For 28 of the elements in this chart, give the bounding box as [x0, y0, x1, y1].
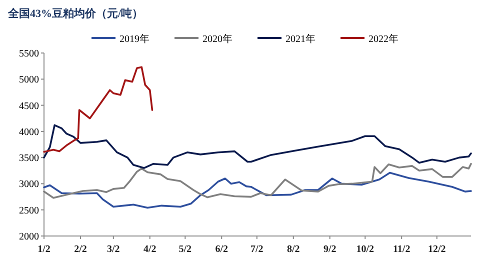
line-series: [43, 172, 472, 209]
legend-label: 2019年: [120, 33, 150, 45]
line-series: [43, 66, 154, 153]
y-tick-label: 5500: [19, 48, 39, 60]
x-tick-label: 1/2: [38, 244, 50, 255]
x-tick-label: 9/2: [323, 244, 336, 255]
chart-title: 全国43%豆粕均价（元/吨）: [7, 7, 144, 20]
x-tick-label: 8/2: [286, 244, 300, 255]
y-tick-label: 2500: [19, 205, 39, 216]
line-series: [43, 124, 472, 169]
legend-label: 2020年: [202, 33, 232, 45]
x-tick-label: 4/2: [143, 244, 156, 255]
y-tick-label: 3500: [19, 153, 39, 164]
x-tick-label: 12/2: [428, 244, 446, 255]
y-tick-label: 4500: [19, 100, 39, 112]
y-tick-label: 3000: [19, 179, 39, 190]
x-tick-label: 10/2: [356, 244, 374, 255]
y-tick-label: 5000: [19, 74, 39, 86]
x-tick-label: 2/2: [74, 244, 87, 255]
legend-label: 2022年: [368, 33, 398, 45]
x-tick-label: 6/2: [215, 244, 228, 255]
x-tick-label: 7/2: [250, 244, 264, 255]
x-tick-label: 5/2: [178, 244, 192, 255]
x-tick-label: 3/2: [107, 244, 120, 255]
x-tick-label: 11/2: [392, 244, 410, 255]
legend-label: 2021年: [286, 33, 316, 45]
y-tick-label: 2000: [19, 232, 39, 242]
y-tick-label: 4000: [19, 126, 39, 138]
